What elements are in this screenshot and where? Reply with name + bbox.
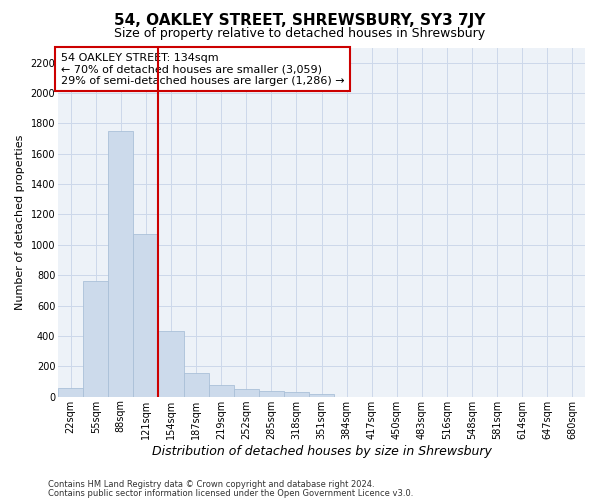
Bar xyxy=(158,332,184,396)
Bar xyxy=(83,282,108,397)
Bar xyxy=(209,384,234,396)
Y-axis label: Number of detached properties: Number of detached properties xyxy=(15,134,25,310)
Bar xyxy=(284,392,309,396)
Text: 54 OAKLEY STREET: 134sqm
← 70% of detached houses are smaller (3,059)
29% of sem: 54 OAKLEY STREET: 134sqm ← 70% of detach… xyxy=(61,52,344,86)
Bar xyxy=(259,391,284,396)
Text: Contains HM Land Registry data © Crown copyright and database right 2024.: Contains HM Land Registry data © Crown c… xyxy=(48,480,374,489)
Bar xyxy=(58,388,83,396)
X-axis label: Distribution of detached houses by size in Shrewsbury: Distribution of detached houses by size … xyxy=(152,444,491,458)
Bar xyxy=(184,373,209,396)
Bar xyxy=(108,131,133,396)
Text: 54, OAKLEY STREET, SHREWSBURY, SY3 7JY: 54, OAKLEY STREET, SHREWSBURY, SY3 7JY xyxy=(115,12,485,28)
Bar xyxy=(234,390,259,396)
Bar xyxy=(309,394,334,396)
Text: Size of property relative to detached houses in Shrewsbury: Size of property relative to detached ho… xyxy=(115,28,485,40)
Text: Contains public sector information licensed under the Open Government Licence v3: Contains public sector information licen… xyxy=(48,488,413,498)
Bar xyxy=(133,234,158,396)
